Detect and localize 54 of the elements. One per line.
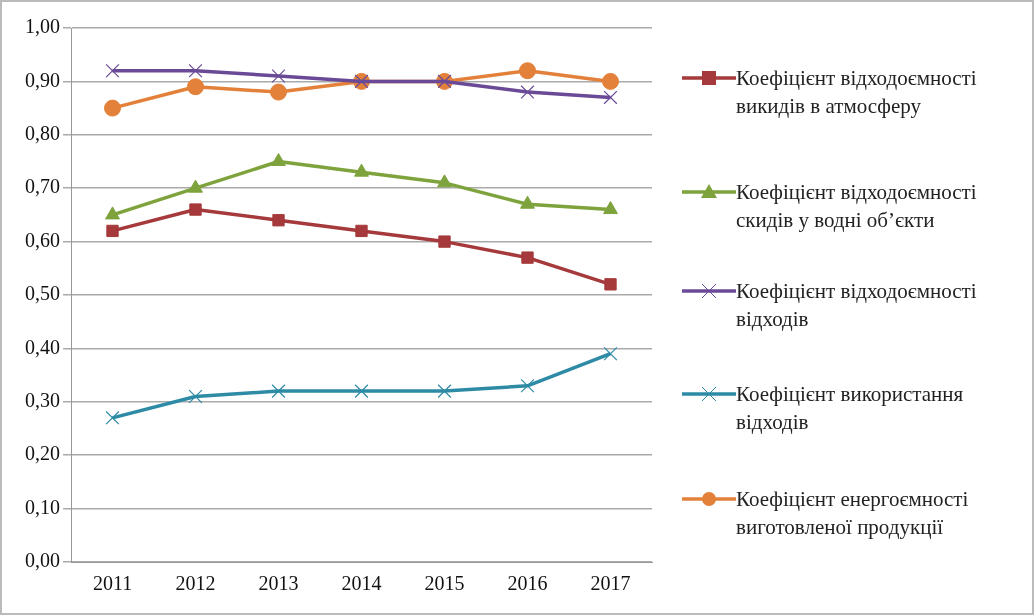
point: [604, 278, 617, 291]
point: [271, 69, 286, 84]
legend-label: Коефіцієнт відходоємності скидів у водні об’єкти: [736, 179, 978, 234]
point: [437, 384, 452, 399]
point: [519, 62, 536, 80]
point: [272, 214, 285, 227]
x-tick-label: 2015: [424, 572, 465, 595]
legend-label: Коефіцієнт використання відходів: [736, 381, 965, 436]
y-tick-label: 1,00: [25, 15, 60, 38]
y-tick-label: 0,50: [25, 282, 60, 305]
point: [520, 195, 535, 209]
x-tick-label: 2016: [507, 572, 548, 595]
point: [602, 72, 619, 90]
y-tick-label: 0,30: [25, 389, 60, 412]
point: [270, 83, 287, 101]
y-tick-label: 0,70: [25, 175, 60, 198]
point: [354, 384, 369, 399]
legend-label: Коефіцієнт відходоємності викидів в атмосферу: [736, 65, 978, 120]
point: [105, 63, 120, 78]
y-tick-label: 0,90: [25, 68, 60, 91]
point: [603, 90, 618, 105]
point: [520, 85, 535, 100]
point: [188, 389, 203, 404]
point: [354, 163, 369, 177]
x-tick-label: 2012: [175, 572, 216, 595]
y-tick-label: 0,00: [25, 549, 60, 572]
point: [106, 224, 119, 238]
point: [438, 235, 451, 248]
point: [188, 179, 203, 193]
point: [187, 78, 204, 96]
point: [271, 153, 286, 166]
y-tick-label: 0,40: [25, 335, 60, 358]
legend-label: Коефіцієнт енергоємності виготовленої продукції: [736, 486, 970, 541]
point: [603, 346, 618, 361]
x-tick-label: 2017: [590, 572, 631, 595]
point: [189, 203, 202, 216]
y-tick-label: 0,10: [25, 495, 60, 518]
point: [355, 224, 368, 238]
point: [437, 174, 452, 188]
point: [271, 384, 286, 399]
point: [105, 206, 120, 220]
point: [188, 63, 203, 78]
y-tick-label: 0,20: [25, 442, 60, 465]
x-tick-label: 2013: [258, 572, 299, 595]
legend-label: Коефіцієнт відходоємності відходів: [736, 278, 978, 333]
x-tick-label: 2014: [341, 572, 382, 595]
point: [104, 99, 121, 117]
point: [521, 251, 534, 264]
point: [520, 378, 535, 393]
point: [105, 410, 120, 425]
point: [603, 201, 618, 215]
y-tick-label: 0,80: [25, 122, 60, 145]
y-tick-label: 0,60: [25, 228, 60, 251]
x-tick-label: 2011: [92, 572, 133, 595]
